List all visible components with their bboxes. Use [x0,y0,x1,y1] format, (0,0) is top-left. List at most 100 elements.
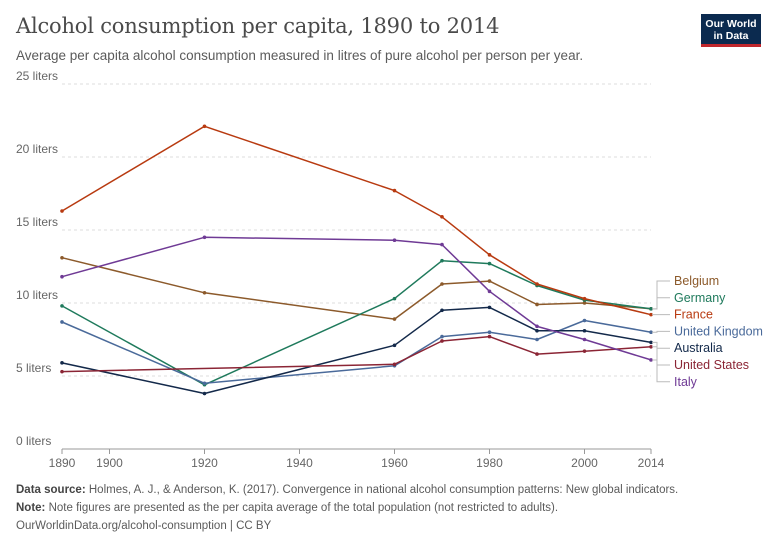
data-point[interactable] [649,340,653,345]
data-point[interactable] [487,261,492,266]
legend-label[interactable]: Italy [674,375,698,389]
chart-subtitle: Average per capita alcohol consumption m… [16,48,584,63]
note-label: Note: [16,502,46,514]
data-point[interactable] [440,282,444,286]
legend-connector [652,330,670,333]
legend-label[interactable]: Australia [674,341,723,355]
series-line[interactable] [61,306,652,395]
data-point[interactable] [649,345,653,349]
data-point[interactable] [487,253,492,257]
legend-label[interactable]: United States [674,358,749,372]
data-point[interactable] [392,238,397,243]
y-tick-label: 20 liters [16,142,58,156]
data-point[interactable] [440,215,444,219]
data-point[interactable] [202,235,207,240]
series-line[interactable] [61,259,652,386]
y-tick-label: 5 liters [16,361,51,375]
data-point[interactable] [60,369,64,374]
legend-label[interactable]: United Kingdom [674,324,763,338]
series-line[interactable] [61,256,652,320]
x-tick-label: 1940 [286,456,313,470]
data-point[interactable] [535,282,539,286]
data-point[interactable] [440,242,444,247]
legend-connector [652,346,670,366]
data-point[interactable] [440,258,444,263]
data-point[interactable] [649,307,653,311]
data-point[interactable] [487,334,492,339]
data-point[interactable] [440,334,444,339]
data-point[interactable] [649,358,653,362]
data-point[interactable] [487,305,492,310]
owid-logo[interactable]: Our World in Data [701,14,761,47]
x-tick-label: 2014 [638,456,665,470]
legend-label[interactable]: Belgium [674,274,719,288]
data-point[interactable] [202,391,207,396]
x-tick-label: 1890 [49,456,76,470]
x-tick-label: 1960 [381,456,408,470]
data-point[interactable] [535,328,539,333]
legend-label[interactable]: Germany [674,291,726,305]
data-point[interactable] [535,337,539,342]
axis-layer: 0 liters 5 liters 10 liters 15 liters 20 lit… [16,69,665,470]
data-point[interactable] [392,317,397,321]
data-point[interactable] [202,124,207,129]
series-line[interactable] [61,236,652,361]
data-point[interactable] [392,362,397,367]
data-point[interactable] [202,381,207,386]
data-point[interactable] [60,255,64,260]
data-point[interactable] [60,274,64,279]
series-belgium[interactable] [60,255,653,321]
data-point[interactable] [487,330,492,335]
grid-layer [62,83,651,377]
legend-connector [652,297,670,310]
data-point[interactable] [487,279,492,283]
data-point[interactable] [440,339,444,343]
y-tick-label: 25 liters [16,69,58,83]
chart-title: Alcohol consumption per capita, 1890 to … [16,14,500,38]
data-point[interactable] [582,318,587,323]
series-line[interactable] [61,125,652,316]
data-point[interactable] [535,352,539,356]
legend-label[interactable]: France [674,308,713,322]
data-point[interactable] [392,188,397,193]
data-point[interactable] [582,349,587,353]
data-point[interactable] [60,209,64,213]
data-point[interactable] [60,320,64,324]
logo-line-1: Our World [705,18,757,30]
data-point[interactable] [60,304,64,308]
data-point[interactable] [535,302,539,307]
data-point[interactable] [535,324,539,329]
series-united-states[interactable] [60,334,653,374]
series-line[interactable] [61,319,652,385]
data-point[interactable] [582,296,587,301]
data-point[interactable] [392,296,397,301]
y-tick-label: 10 liters [16,288,58,302]
legend-connector [652,280,670,310]
series-germany[interactable] [60,258,653,387]
y-tick-label: 0 liters [16,434,51,448]
data-point[interactable] [392,343,397,348]
data-point[interactable] [649,312,653,317]
note-text: Note figures are presented as the per ca… [45,502,559,514]
data-point[interactable] [582,337,587,342]
legend-layer: Belgium Germany France United Kingdom Austra… [652,274,763,389]
legend-connector [652,341,670,349]
data-point[interactable] [202,290,207,295]
x-tick-label: 1980 [476,456,503,470]
data-point[interactable] [60,361,64,365]
data-point[interactable] [582,328,587,333]
series-france[interactable] [60,124,653,317]
y-tick-label: 15 liters [16,215,58,229]
series-italy[interactable] [60,235,653,362]
data-point[interactable] [582,301,587,305]
logo-line-2: in Data [713,30,749,42]
source-text: Holmes, A. J., & Anderson, K. (2017). Co… [85,484,679,496]
source-url[interactable]: OurWorldinData.org/alcohol-consumption |… [16,520,272,532]
source-label: Data source: [16,484,86,496]
x-tick-label: 1920 [191,456,218,470]
series-australia[interactable] [60,305,653,396]
data-point[interactable] [487,289,492,294]
data-point[interactable] [649,330,653,335]
data-point[interactable] [440,308,444,313]
